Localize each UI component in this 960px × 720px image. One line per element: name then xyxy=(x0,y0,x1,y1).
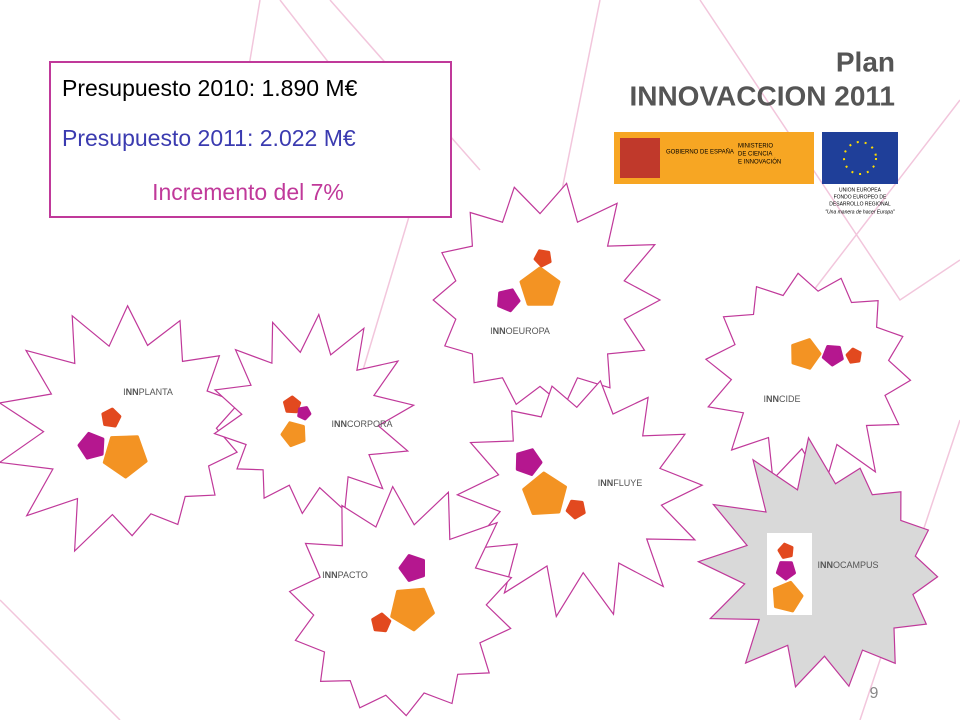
ue-text: UNION EUROPEA xyxy=(839,187,882,193)
program-label-part: NN xyxy=(126,387,139,397)
pentagon xyxy=(533,249,552,268)
pentagon xyxy=(77,431,105,460)
eu-flag xyxy=(822,132,898,184)
eu-stars xyxy=(843,141,877,175)
min-text: E INNOVACIÓN xyxy=(738,159,781,166)
pentagon xyxy=(102,435,148,479)
program-label: INNFLUYE xyxy=(598,478,643,488)
pentagon xyxy=(497,288,521,313)
program-label-part: NN xyxy=(820,560,833,570)
budget-2011: Presupuesto 2011: 2.022 M€ xyxy=(62,125,356,151)
pentagon xyxy=(565,499,586,520)
min-text: DE CIENCIA xyxy=(738,152,772,158)
gov-text: GOBIERNO DE ESPAÑA xyxy=(666,149,734,156)
budget-box xyxy=(49,61,452,218)
pentagon xyxy=(398,554,425,582)
program-label-part: OEUROPA xyxy=(506,326,550,336)
pentagon xyxy=(522,471,567,515)
pentagon xyxy=(371,612,392,633)
program-label: INNOCAMPUS xyxy=(817,560,878,570)
ue-text: DESARROLLO REGIONAL xyxy=(829,201,891,207)
pentagon xyxy=(297,406,312,421)
plan-title: INNOVACCION 2011 xyxy=(629,80,895,111)
increment: Incremento del 7% xyxy=(152,179,344,205)
pentagon xyxy=(519,266,561,306)
pentagon xyxy=(101,407,122,428)
ue-text: FONDO EUROPEO DE xyxy=(834,194,887,200)
pentagon xyxy=(283,395,302,414)
program-label-part: I xyxy=(763,394,766,404)
pentagon xyxy=(777,542,794,559)
program-label: INNPLANTA xyxy=(123,387,173,397)
pentagon xyxy=(775,561,796,581)
program-label: INNCIDE xyxy=(763,394,800,404)
program-label-part: NN xyxy=(766,394,779,404)
plan: Plan xyxy=(836,46,895,77)
program-label-part: CORPORA xyxy=(347,419,393,429)
program-label-part: NN xyxy=(325,570,338,580)
starburst xyxy=(696,436,939,689)
program-label-part: OCAMPUS xyxy=(833,560,879,570)
program-label-part: I xyxy=(817,560,820,570)
program-label-part: NN xyxy=(334,419,347,429)
starburst xyxy=(0,304,241,553)
pentagon xyxy=(791,338,822,370)
starburst xyxy=(213,312,416,515)
program-label-part: PLANTA xyxy=(139,387,173,397)
program-label-part: NN xyxy=(493,326,506,336)
program-label: INNOEUROPA xyxy=(490,326,550,336)
program-label: INNCORPORA xyxy=(331,419,392,429)
program-label: INNPACTO xyxy=(322,570,368,580)
program-label-part: FLUYE xyxy=(613,478,642,488)
min-text: MINISTERIO xyxy=(738,144,773,150)
pentagon xyxy=(515,448,543,476)
starburst xyxy=(455,379,704,619)
program-label-part: NN xyxy=(600,478,613,488)
pentagon xyxy=(280,421,306,448)
pentagon xyxy=(845,347,862,364)
coat-of-arms xyxy=(620,138,660,178)
starburst xyxy=(704,272,912,490)
pentagon xyxy=(772,580,804,613)
program-label-part: I xyxy=(331,419,334,429)
program-label-part: I xyxy=(123,387,126,397)
pentagon xyxy=(390,587,435,632)
budget-2010: Presupuesto 2010: 1.890 M€ xyxy=(62,75,358,101)
program-label-part: I xyxy=(490,326,493,336)
program-label-part: I xyxy=(598,478,601,488)
program-label-part: I xyxy=(322,570,325,580)
program-label-part: CIDE xyxy=(779,394,801,404)
pentagon xyxy=(821,345,844,367)
program-label-part: PACTO xyxy=(338,570,368,580)
ue-motto: "Una manera de hacer Europa" xyxy=(825,209,895,215)
page-number: 9 xyxy=(870,685,879,702)
